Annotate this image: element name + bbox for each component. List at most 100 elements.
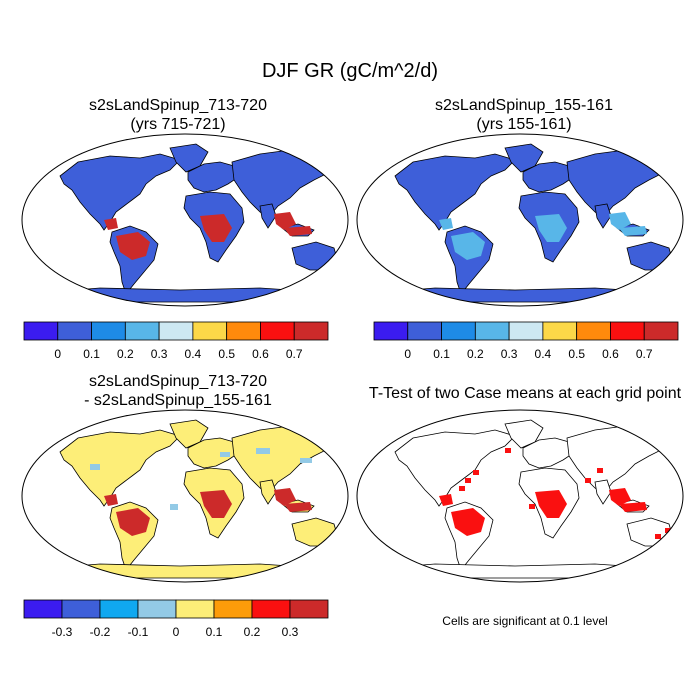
colorbar-tick-label-2: 0.2 — [467, 347, 484, 361]
colorbar-swatch-8 — [293, 321, 329, 341]
ttest-significant-cell-1 — [459, 486, 465, 491]
continent-northAmerica — [394, 153, 516, 231]
map-panel-3 — [21, 409, 349, 583]
colorbar-diff: -0.3 -0.2 -0.1 0 0.1 0.2 0.3 — [23, 599, 329, 639]
hotspot-amazon — [451, 232, 485, 260]
colorbar-swatch-4 — [158, 321, 194, 341]
colorbar-tick-label-5: 0.2 — [244, 625, 261, 639]
continent-india — [594, 479, 612, 505]
colorbar-tick-label-2: -0.1 — [128, 625, 149, 639]
colorbar-tick-label-1: -0.2 — [90, 625, 111, 639]
colorbar-swatch-7 — [260, 321, 295, 341]
continent-antarctica — [39, 287, 331, 303]
continent-northAmerica — [59, 153, 181, 231]
colorbar-tick-label-3: 0.3 — [501, 347, 518, 361]
continent-northAmerica — [59, 429, 181, 507]
continent-antarctica — [39, 563, 331, 579]
hotspot-maritime-continent — [619, 502, 647, 512]
panel-1-title: s2sLandSpinup_713-720 (yrs 715-721) — [48, 96, 308, 134]
hotspot-central-africa — [200, 490, 232, 518]
ttest-significant-cell-2 — [473, 470, 479, 475]
hotspot-central-america — [439, 218, 453, 230]
map-border — [21, 133, 349, 307]
panel-2-title: s2sLandSpinup_155-161 (yrs 155-161) — [394, 96, 654, 134]
colorbar-swatch-1 — [407, 321, 442, 341]
continent-europe — [187, 437, 241, 469]
colorbar-tick-label-1: 0.1 — [83, 347, 100, 361]
continent-europe — [522, 161, 576, 193]
hotspot-amazon — [451, 508, 485, 536]
hotspot-maritime-continent — [284, 226, 312, 236]
colorbar-swatch-7 — [610, 321, 645, 341]
panel-4-title-line1: T-Test of two Case means at each grid po… — [368, 385, 682, 402]
colorbar-swatch-5 — [213, 599, 253, 619]
map-panel-2 — [356, 133, 684, 307]
colorbar-swatch-3 — [124, 321, 160, 341]
colorbar-swatch-2 — [441, 321, 476, 341]
colorbar-swatch-8 — [643, 321, 679, 341]
panel-2-title-line1: s2sLandSpinup_155-161 — [435, 97, 613, 114]
map-border — [356, 133, 684, 307]
diff-light-blue-patch-1 — [256, 448, 270, 454]
colorbar-swatch-0 — [373, 321, 409, 341]
colorbar-tick-label-6: 0.6 — [252, 347, 269, 361]
colorbar-tick-label-0: 0 — [404, 347, 411, 361]
hotspot-central-africa — [535, 214, 567, 242]
panel-1-title-line2: (yrs 715-721) — [130, 116, 226, 133]
ttest-significant-cell-8 — [505, 448, 511, 453]
colorbar-tick-label-7: 0.7 — [636, 347, 653, 361]
colorbar-case-1: 0 0.1 0.2 0.3 0.4 0.5 0.6 0.7 — [23, 321, 329, 361]
land-group — [374, 143, 674, 303]
ttest-significant-cell-3 — [585, 478, 591, 483]
continent-northAmerica — [394, 429, 516, 507]
colorbar-tick-label-7: 0.7 — [286, 347, 303, 361]
hotspot-amazon — [116, 232, 150, 260]
colorbar-swatch-3 — [474, 321, 510, 341]
panel-3-title-line1: s2sLandSpinup_713-720 — [89, 373, 267, 390]
hotspot-central-america — [439, 494, 453, 506]
diff-light-blue-patch-2 — [90, 464, 100, 470]
panel-3-title: s2sLandSpinup_713-720 - s2sLandSpinup_15… — [48, 372, 308, 410]
hotspot-central-africa — [200, 214, 232, 242]
hotspot-southeast-asia — [274, 488, 296, 506]
map-panel-4 — [356, 409, 684, 583]
continent-india — [259, 479, 277, 505]
hotspot-central-america — [104, 218, 118, 230]
colorbar-tick-label-4: 0.1 — [206, 625, 223, 639]
colorbar-tick-label-3: 0.3 — [151, 347, 168, 361]
colorbar-tick-label-1: 0.1 — [433, 347, 450, 361]
hotspot-amazon — [116, 508, 150, 536]
colorbar-tick-label-3: 0 — [173, 625, 180, 639]
colorbar-swatch-4 — [175, 599, 215, 619]
ttest-significant-cell-4 — [597, 468, 603, 473]
colorbar-tick-label-6: 0.6 — [602, 347, 619, 361]
map-border — [356, 409, 684, 583]
colorbar-tick-label-0: 0 — [54, 347, 61, 361]
ttest-significant-cell-0 — [465, 478, 471, 483]
colorbar-swatch-2 — [91, 321, 126, 341]
significance-note: Cells are significant at 0.1 level — [442, 614, 608, 628]
colorbar-swatch-5 — [542, 321, 578, 341]
colorbar-swatch-6 — [251, 599, 291, 619]
colorbar-swatch-7 — [289, 599, 329, 619]
colorbar-tick-label-6: 0.3 — [282, 625, 299, 639]
panel-1-title-line1: s2sLandSpinup_713-720 — [89, 97, 267, 114]
colorbar-swatch-6 — [576, 321, 611, 341]
continent-europe — [187, 161, 241, 193]
hotspot-southeast-asia — [274, 212, 296, 230]
colorbar-case-2: 0 0.1 0.2 0.3 0.4 0.5 0.6 0.7 — [373, 321, 679, 361]
continent-antarctica — [374, 287, 666, 303]
hotspot-central-africa — [535, 490, 567, 518]
continent-india — [594, 203, 612, 229]
map-panel-1 — [21, 133, 349, 307]
colorbar-swatch-4 — [508, 321, 544, 341]
colorbar-swatch-6 — [226, 321, 261, 341]
ttest-significant-cell-5 — [655, 534, 661, 539]
colorbar-swatch-1 — [57, 321, 92, 341]
ttest-significant-cell-7 — [529, 504, 535, 509]
ttest-significant-cell-6 — [665, 528, 671, 533]
colorbar-tick-label-0: -0.3 — [52, 625, 73, 639]
hotspot-southeast-asia — [609, 488, 631, 506]
hotspot-maritime-continent — [284, 502, 312, 512]
colorbar-swatch-0 — [23, 599, 63, 619]
